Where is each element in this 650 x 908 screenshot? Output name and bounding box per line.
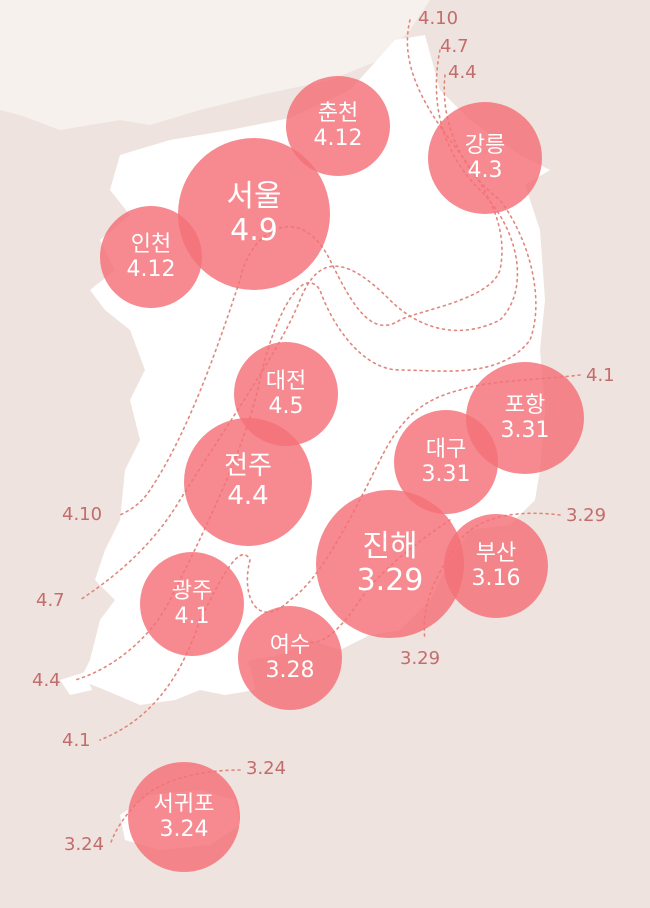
city-name: 광주 bbox=[171, 578, 213, 604]
city-value: 4.1 bbox=[174, 604, 210, 629]
city-name: 포항 bbox=[504, 392, 546, 418]
city-circle-incheon: 인천 4.12 bbox=[100, 206, 202, 308]
isoline-label: 3.29 bbox=[400, 648, 441, 669]
city-circle-seogwipo: 서귀포 3.24 bbox=[128, 762, 240, 872]
isoline-label: 3.29 bbox=[566, 505, 607, 526]
city-name: 서귀포 bbox=[153, 791, 215, 817]
isoline-label: 3.24 bbox=[246, 758, 287, 779]
isoline-label: 4.4 bbox=[32, 670, 61, 691]
city-value: 3.29 bbox=[356, 563, 424, 598]
city-name: 여수 bbox=[269, 632, 311, 658]
city-name: 인천 bbox=[130, 231, 172, 257]
city-value: 3.31 bbox=[421, 462, 471, 487]
city-circle-yeosu: 여수 3.28 bbox=[238, 606, 342, 710]
city-value: 3.28 bbox=[265, 658, 315, 683]
isoline-label: 4.10 bbox=[62, 504, 103, 525]
isoline-label: 3.24 bbox=[64, 834, 105, 855]
city-value: 4.9 bbox=[230, 213, 278, 248]
city-name: 전주 bbox=[224, 451, 272, 482]
city-circle-jinhae: 진해 3.29 bbox=[316, 490, 464, 638]
city-value: 4.3 bbox=[467, 158, 503, 183]
city-circle-gangneung: 강릉 4.3 bbox=[428, 102, 542, 214]
city-value: 3.24 bbox=[159, 817, 209, 842]
city-value: 4.5 bbox=[268, 394, 304, 419]
isoline-label: 4.7 bbox=[440, 36, 469, 57]
city-circle-gwangju: 광주 4.1 bbox=[140, 552, 244, 656]
isoline-label: 4.4 bbox=[448, 62, 477, 83]
city-circle-jeonju: 전주 4.4 bbox=[184, 418, 312, 546]
city-circle-pohang: 포항 3.31 bbox=[466, 362, 584, 474]
city-name: 대전 bbox=[265, 368, 307, 394]
isoline-label: 4.7 bbox=[36, 590, 65, 611]
city-circle-seoul: 서울 4.9 bbox=[178, 138, 330, 290]
city-value: 4.4 bbox=[227, 481, 269, 511]
city-name: 대구 bbox=[425, 436, 467, 462]
city-circle-busan: 부산 3.16 bbox=[444, 514, 548, 618]
city-name: 서울 bbox=[226, 178, 282, 214]
isoline-label: 4.10 bbox=[418, 8, 459, 29]
city-value: 3.31 bbox=[500, 418, 550, 443]
city-name: 부산 bbox=[475, 540, 517, 566]
isoline-label: 4.1 bbox=[586, 365, 615, 386]
city-value: 4.12 bbox=[313, 126, 363, 151]
north-landmass bbox=[0, 0, 430, 130]
city-name: 춘천 bbox=[317, 100, 359, 126]
city-value: 4.12 bbox=[126, 257, 176, 282]
city-name: 강릉 bbox=[464, 132, 506, 158]
isoline-label: 4.1 bbox=[62, 730, 91, 751]
city-value: 3.16 bbox=[471, 566, 521, 591]
city-name: 진해 bbox=[362, 528, 418, 564]
